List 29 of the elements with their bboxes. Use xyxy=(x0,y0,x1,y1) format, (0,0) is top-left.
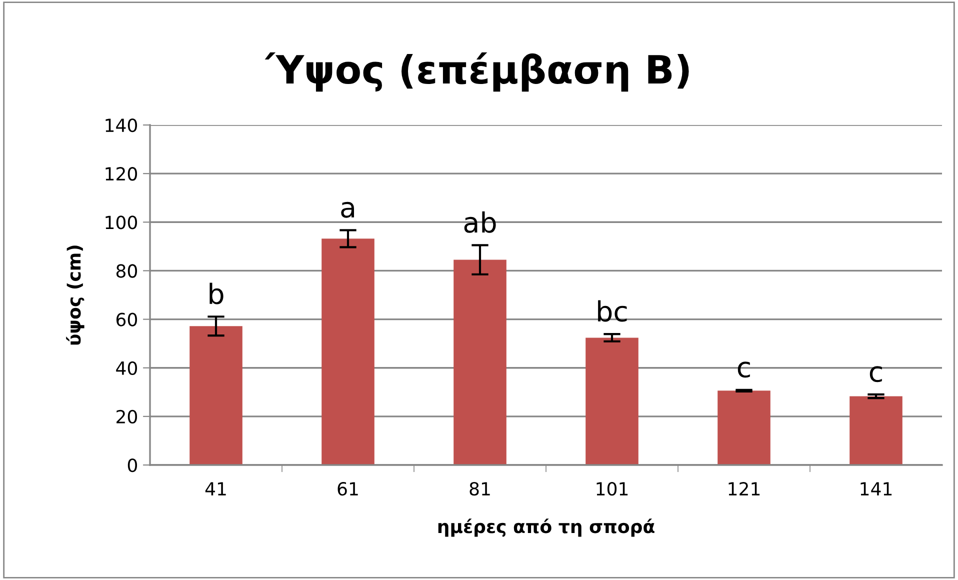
y-tick-label: 60 xyxy=(116,312,137,326)
x-tick-label: 121 xyxy=(728,482,760,496)
y-axis-title: ύψος (cm) xyxy=(66,246,84,345)
y-tick-label: 80 xyxy=(116,264,137,278)
bar xyxy=(718,390,770,465)
x-tick-label: 141 xyxy=(860,482,892,496)
annotation: bc xyxy=(598,300,627,322)
annotation: c xyxy=(870,366,882,382)
bar xyxy=(586,338,638,465)
bar xyxy=(322,238,374,465)
annotation: b xyxy=(210,282,224,304)
bar xyxy=(190,326,242,465)
y-tick-label: 140 xyxy=(106,118,137,132)
x-tick-label: 101 xyxy=(596,482,628,496)
annotation: ab xyxy=(464,211,496,233)
y-tick-label: 20 xyxy=(116,410,137,424)
bar xyxy=(454,260,506,465)
x-tick-label: 41 xyxy=(205,482,226,496)
annotation: a xyxy=(341,202,354,218)
chart-title: Ύψος (επέμβαση Β) xyxy=(264,52,689,92)
y-tick-label: 0 xyxy=(128,458,137,472)
annotation: c xyxy=(738,362,750,378)
x-tick-label: 61 xyxy=(338,482,358,496)
x-axis-title: ημέρες από τη σπορά xyxy=(438,518,654,537)
y-tick-label: 120 xyxy=(106,167,137,181)
y-tick-label: 100 xyxy=(106,216,137,230)
y-tick-label: 40 xyxy=(116,361,137,375)
bar xyxy=(850,396,902,465)
x-tick-label: 81 xyxy=(470,482,490,496)
